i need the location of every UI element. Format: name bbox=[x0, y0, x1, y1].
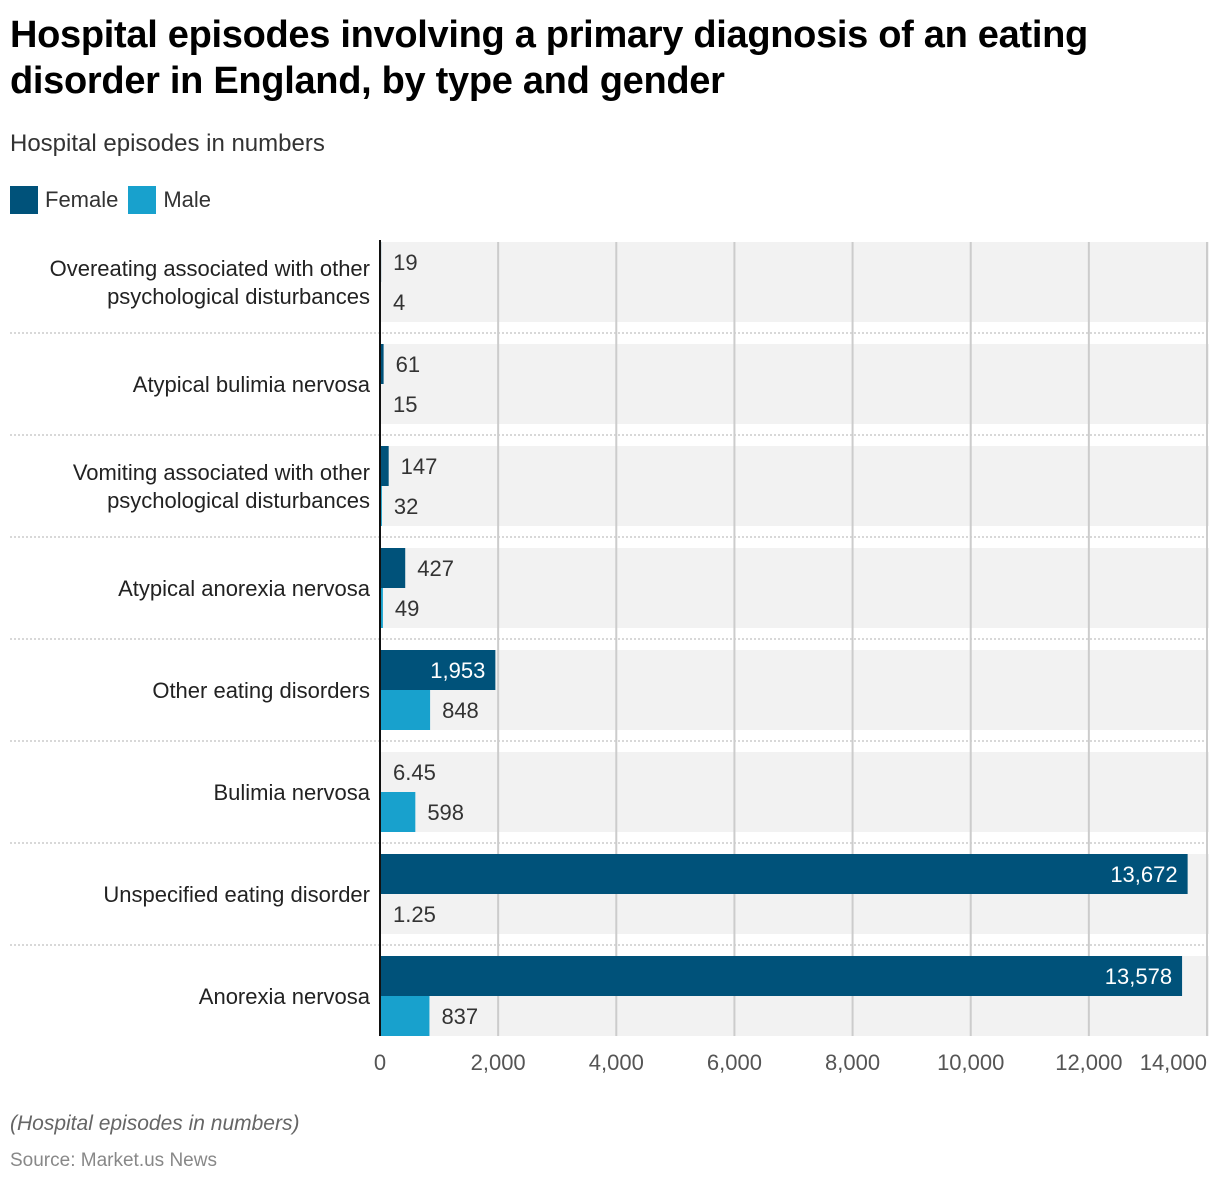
category-label: Overeating associated with other bbox=[50, 256, 370, 281]
data-label: 837 bbox=[441, 1004, 478, 1029]
bar-female bbox=[380, 548, 406, 588]
bar-female bbox=[380, 650, 496, 690]
category-label: Bulimia nervosa bbox=[213, 780, 370, 805]
x-tick-label: 0 bbox=[374, 1050, 386, 1075]
category-label: Other eating disorders bbox=[152, 678, 370, 703]
bar-female bbox=[380, 446, 389, 486]
data-label: 19 bbox=[393, 250, 417, 275]
data-label: 4 bbox=[393, 290, 405, 315]
data-label: 1.25 bbox=[393, 902, 436, 927]
category-band bbox=[380, 242, 1209, 322]
data-label: 32 bbox=[394, 494, 418, 519]
category-label: Anorexia nervosa bbox=[199, 984, 371, 1009]
category-label: Atypical anorexia nervosa bbox=[118, 576, 371, 601]
category-band bbox=[380, 752, 1209, 832]
legend-swatch-female bbox=[10, 186, 38, 214]
data-label: 1,953 bbox=[430, 658, 485, 683]
category-label: Unspecified eating disorder bbox=[103, 882, 370, 907]
legend: Female Male bbox=[10, 186, 221, 214]
data-label: 848 bbox=[442, 698, 479, 723]
x-tick-label: 12,000 bbox=[1055, 1050, 1122, 1075]
category-label: psychological disturbances bbox=[107, 284, 370, 309]
category-band bbox=[380, 650, 1209, 730]
category-band bbox=[380, 548, 1209, 628]
bar-male bbox=[380, 996, 430, 1036]
category-label: Atypical bulimia nervosa bbox=[133, 372, 371, 397]
category-label: Vomiting associated with other bbox=[73, 460, 370, 485]
bar-male bbox=[380, 792, 416, 832]
legend-item-male[interactable]: Male bbox=[128, 186, 211, 214]
data-label: 427 bbox=[417, 556, 454, 581]
x-tick-label: 8,000 bbox=[825, 1050, 880, 1075]
x-tick-label: 2,000 bbox=[471, 1050, 526, 1075]
category-band bbox=[380, 344, 1209, 424]
legend-label-female: Female bbox=[45, 187, 119, 212]
data-label: 13,672 bbox=[1110, 862, 1177, 887]
bar-female bbox=[380, 854, 1188, 894]
bar-chart: 19 4 Overeating associated with other psych… bbox=[10, 240, 1209, 1075]
data-label: 13,578 bbox=[1105, 964, 1172, 989]
data-label: 61 bbox=[396, 352, 420, 377]
data-label: 6.45 bbox=[393, 760, 436, 785]
x-tick-label: 6,000 bbox=[707, 1050, 762, 1075]
data-label: 49 bbox=[395, 596, 419, 621]
bar-female bbox=[380, 956, 1183, 996]
bar-female bbox=[380, 344, 384, 384]
data-label: 147 bbox=[401, 454, 438, 479]
legend-swatch-male bbox=[128, 186, 157, 214]
category-band bbox=[380, 446, 1209, 526]
chart-subtitle: Hospital episodes in numbers bbox=[10, 130, 325, 157]
data-label: 15 bbox=[393, 392, 417, 417]
source-text: Source: Market.us News bbox=[10, 1150, 217, 1171]
x-tick-label: 4,000 bbox=[589, 1050, 644, 1075]
footnote: (Hospital episodes in numbers) bbox=[10, 1112, 300, 1135]
bar-male bbox=[380, 588, 383, 628]
legend-item-female[interactable]: Female bbox=[10, 186, 118, 214]
x-tick-label: 10,000 bbox=[937, 1050, 1004, 1075]
legend-label-male: Male bbox=[163, 187, 212, 212]
category-label: psychological disturbances bbox=[107, 488, 370, 513]
x-tick-label: 14,000 bbox=[1140, 1050, 1207, 1075]
bar-male bbox=[380, 690, 431, 730]
chart-title: Hospital episodes involving a primary di… bbox=[10, 14, 1088, 102]
data-label: 598 bbox=[427, 800, 464, 825]
